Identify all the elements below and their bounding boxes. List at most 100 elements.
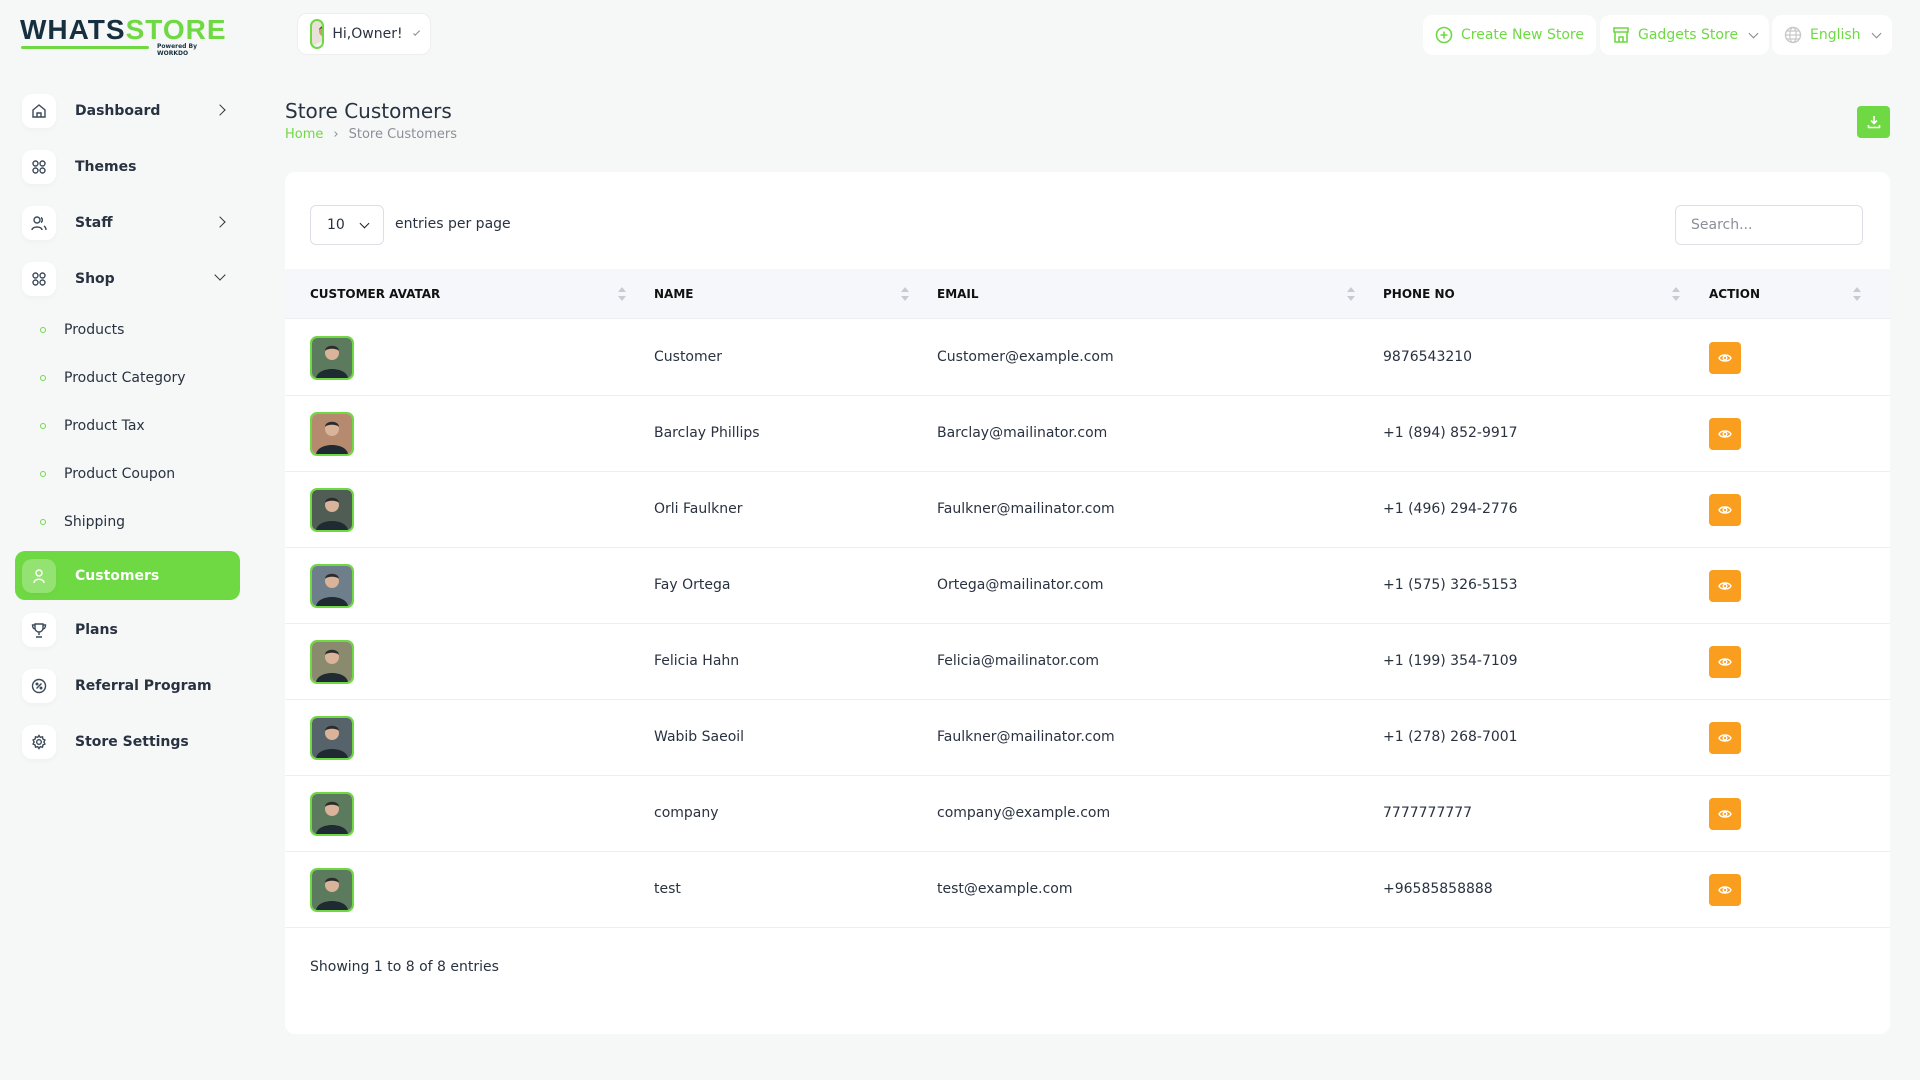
customer-email: Ortega@mailinator.com: [937, 577, 1104, 593]
chevron-right-icon: [214, 216, 226, 228]
customer-name: Fay Ortega: [654, 577, 731, 593]
download-icon: [1867, 116, 1880, 129]
view-customer-button[interactable]: [1709, 722, 1741, 754]
sidebar-item-themes[interactable]: Themes: [15, 143, 240, 191]
discount-icon: [22, 669, 56, 703]
sort-icon[interactable]: [1347, 287, 1355, 301]
customer-avatar: [310, 488, 354, 532]
entries-per-page-label: entries per page: [395, 216, 511, 232]
breadcrumb-separator-icon: ›: [333, 127, 339, 142]
eye-icon: [1718, 430, 1732, 438]
table-row: Felicia Hahn Felicia@mailinator.com +1 (19…: [285, 624, 1890, 700]
sidebar-item-plans[interactable]: Plans: [15, 606, 240, 654]
breadcrumb-home[interactable]: Home: [285, 127, 324, 142]
view-customer-button[interactable]: [1709, 646, 1741, 678]
customer-avatar: [310, 868, 354, 912]
store-icon: [1613, 27, 1629, 43]
customer-email: Faulkner@mailinator.com: [937, 729, 1115, 745]
user-icon: [22, 558, 56, 593]
customer-phone: +1 (894) 852-9917: [1383, 425, 1518, 441]
customer-name: company: [654, 805, 719, 821]
store-selector[interactable]: Gadgets Store: [1600, 15, 1770, 55]
create-store-button[interactable]: Create New Store: [1423, 15, 1596, 55]
customer-email: Barclay@mailinator.com: [937, 425, 1108, 441]
chevron-down-icon: [359, 218, 370, 228]
page-title: Store Customers: [285, 99, 452, 123]
column-header-name[interactable]: NAME: [654, 287, 694, 301]
column-header-avatar[interactable]: CUSTOMER AVATAR: [310, 287, 441, 301]
bullet-icon: [40, 327, 46, 333]
customer-email: company@example.com: [937, 805, 1111, 821]
table-row: test test@example.com +96585858888: [285, 852, 1890, 928]
sidebar-item-staff[interactable]: Staff: [15, 199, 240, 247]
customer-avatar: [310, 792, 354, 836]
table-row: Fay Ortega Ortega@mailinator.com +1 (575) …: [285, 548, 1890, 624]
chevron-down-icon: [1748, 28, 1759, 38]
customer-phone: +1 (199) 354-7109: [1383, 653, 1518, 669]
sort-icon[interactable]: [1853, 287, 1861, 301]
table-row: Barclay Phillips Barclay@mailinator.com +1…: [285, 396, 1890, 472]
users-icon: [22, 206, 56, 240]
sidebar-sub-shipping[interactable]: Shipping: [40, 514, 125, 530]
eye-icon: [1718, 810, 1732, 818]
user-menu[interactable]: Hi,Owner!: [297, 13, 431, 55]
sidebar-item-referral-program[interactable]: Referral Program: [15, 662, 240, 710]
customer-phone: 7777777777: [1383, 805, 1473, 821]
view-customer-button[interactable]: [1709, 874, 1741, 906]
breadcrumb: Home › Store Customers: [285, 127, 457, 142]
customer-name: Orli Faulkner: [654, 501, 743, 517]
bullet-icon: [40, 471, 46, 477]
customer-avatar: [310, 716, 354, 760]
language-selector[interactable]: English: [1772, 15, 1892, 55]
view-customer-button[interactable]: [1709, 494, 1741, 526]
customer-email: Felicia@mailinator.com: [937, 653, 1100, 669]
view-customer-button[interactable]: [1709, 570, 1741, 602]
customer-phone: 9876543210: [1383, 349, 1473, 365]
whatsstore-logo[interactable]: WHATSSTORE Powered By WORKDO: [20, 14, 227, 58]
sidebar-item-store-settings[interactable]: Store Settings: [15, 718, 240, 766]
customer-phone: +96585858888: [1383, 881, 1493, 897]
customer-avatar: [310, 336, 354, 380]
sidebar-item-dashboard[interactable]: Dashboard: [15, 87, 240, 135]
customer-name: Barclay Phillips: [654, 425, 760, 441]
sidebar-sub-product-coupon[interactable]: Product Coupon: [40, 466, 175, 482]
search-input[interactable]: [1675, 205, 1863, 245]
customer-name: Customer: [654, 349, 723, 365]
export-button[interactable]: [1857, 106, 1890, 138]
view-customer-button[interactable]: [1709, 418, 1741, 450]
sort-icon[interactable]: [1672, 287, 1680, 301]
sidebar-item-shop[interactable]: Shop: [15, 255, 240, 303]
customer-phone: +1 (575) 326-5153: [1383, 577, 1518, 593]
chevron-down-icon: [412, 28, 420, 36]
grid-icon: [22, 150, 56, 184]
column-header-phone[interactable]: PHONE NO: [1383, 287, 1455, 301]
column-header-action[interactable]: ACTION: [1709, 287, 1760, 301]
sidebar-sub-product-category[interactable]: Product Category: [40, 370, 186, 386]
grid-icon: [22, 262, 56, 296]
customer-name: Wabib Saeoil: [654, 729, 745, 745]
sort-icon[interactable]: [901, 287, 909, 301]
customer-avatar: [310, 640, 354, 684]
customer-email: Faulkner@mailinator.com: [937, 501, 1115, 517]
eye-icon: [1718, 354, 1732, 362]
customer-phone: +1 (278) 268-7001: [1383, 729, 1518, 745]
table-header: CUSTOMER AVATAR NAME EMAIL PHONE NO ACTI…: [285, 269, 1890, 319]
table-info: Showing 1 to 8 of 8 entries: [310, 959, 499, 975]
eye-icon: [1718, 886, 1732, 894]
eye-icon: [1718, 506, 1732, 514]
sidebar-sub-product-tax[interactable]: Product Tax: [40, 418, 145, 434]
view-customer-button[interactable]: [1709, 342, 1741, 374]
sort-icon[interactable]: [618, 287, 626, 301]
customer-email: test@example.com: [937, 881, 1073, 897]
chevron-right-icon: [214, 104, 226, 116]
bullet-icon: [40, 375, 46, 381]
column-header-email[interactable]: EMAIL: [937, 287, 979, 301]
customer-name: Felicia Hahn: [654, 653, 740, 669]
table-row: Customer Customer@example.com 9876543210: [285, 320, 1890, 396]
sidebar-sub-products[interactable]: Products: [40, 322, 124, 338]
view-customer-button[interactable]: [1709, 798, 1741, 830]
customer-name: test: [654, 881, 681, 897]
bullet-icon: [40, 519, 46, 525]
entries-per-page-select[interactable]: 10: [310, 205, 384, 245]
sidebar-item-customers[interactable]: Customers: [15, 551, 240, 600]
